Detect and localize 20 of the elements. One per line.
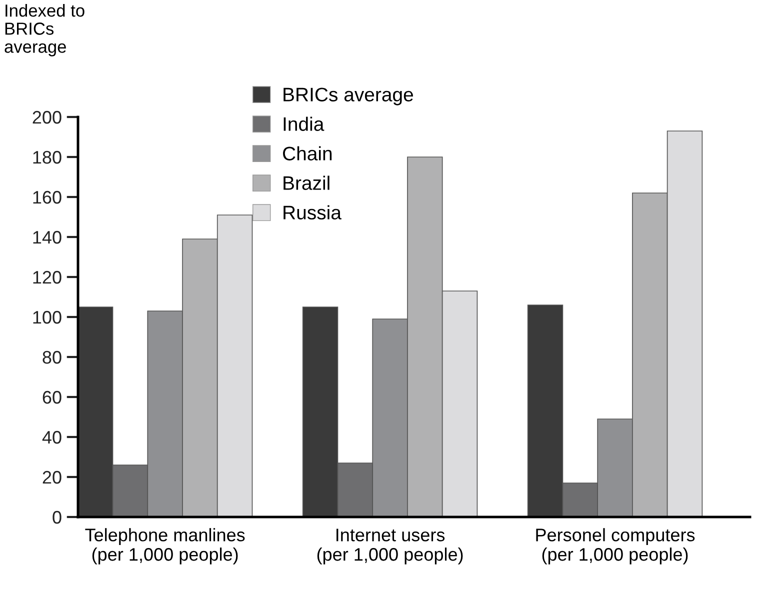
x-tick-label: Personel computers (per 1,000 people) <box>536 528 695 564</box>
y-tick-label: 40 <box>42 430 62 444</box>
legend-label: BRICs average <box>284 88 414 106</box>
y-tick-label: 60 <box>42 390 62 404</box>
y-tick-label: 180 <box>33 150 62 164</box>
y-tick-label: 80 <box>42 350 62 364</box>
legend-label: Russia <box>284 205 342 220</box>
x-tick-label: Telephone manlines (per 1,000 people) <box>85 528 245 564</box>
y-tick-label: 200 <box>32 110 62 124</box>
legend-label: India <box>284 116 324 131</box>
y-tick-label: 160 <box>33 190 62 204</box>
y-tick-label: 140 <box>33 230 62 244</box>
legend-label: Brazil <box>284 176 330 190</box>
chart-title: Indexed to BRICs average <box>4 4 84 56</box>
y-tick-label: 100 <box>33 310 62 324</box>
y-tick-label: 120 <box>33 270 62 284</box>
legend-label: Chain <box>283 146 332 160</box>
x-tick-label: Internet users (per 1,000 people) <box>317 528 463 564</box>
y-tick-label: 20 <box>42 470 62 484</box>
y-tick-label: 0 <box>52 510 62 524</box>
